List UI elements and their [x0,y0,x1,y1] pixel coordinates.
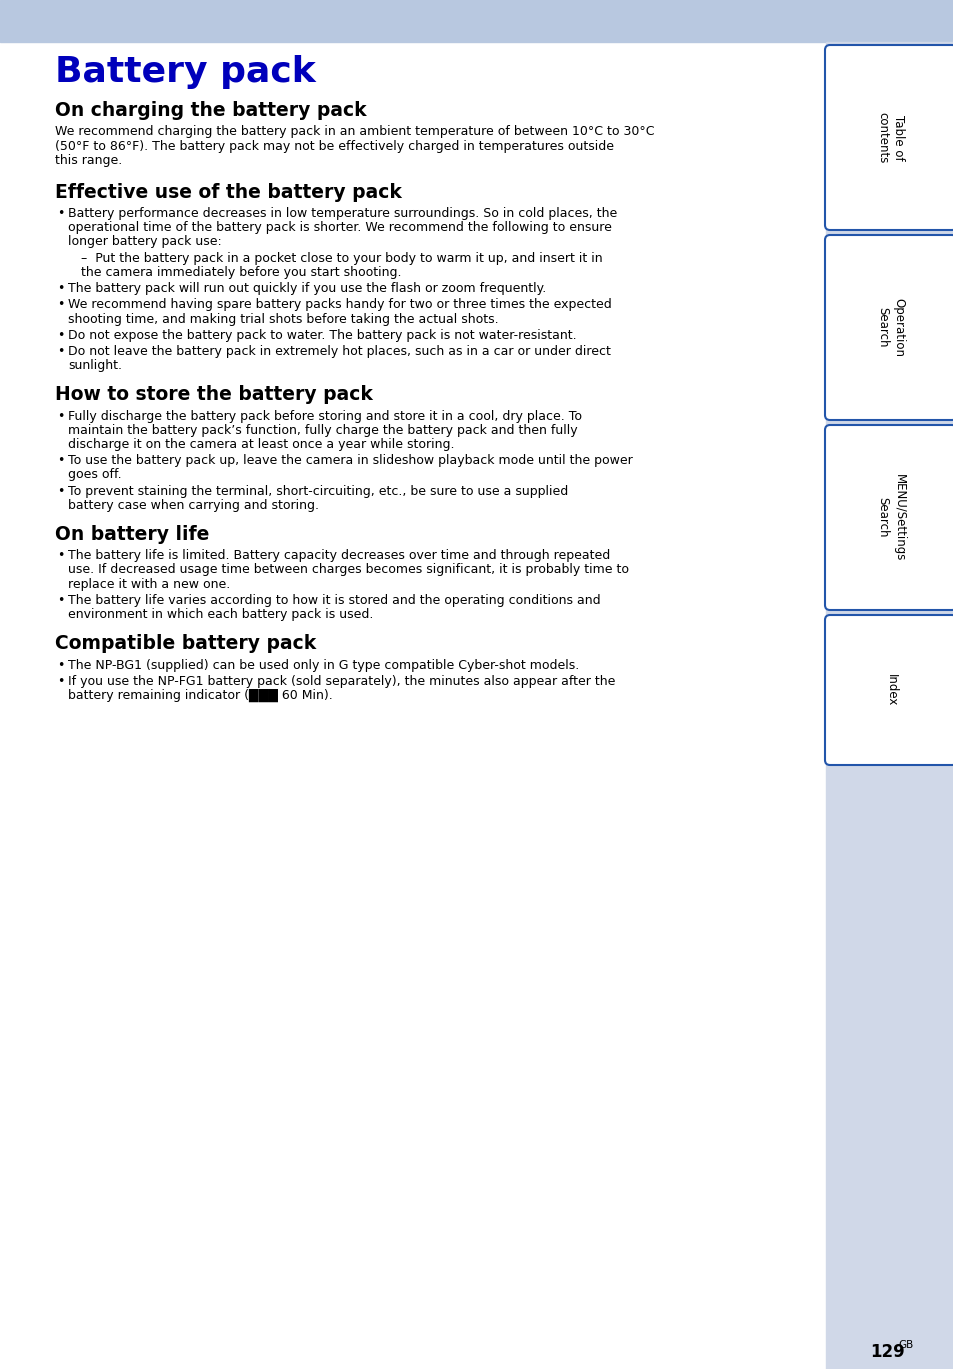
Text: •: • [57,298,64,311]
Text: •: • [57,409,64,423]
Text: longer battery pack use:: longer battery pack use: [68,235,221,249]
Text: replace it with a new one.: replace it with a new one. [68,578,230,590]
Text: (50°F to 86°F). The battery pack may not be effectively charged in temperatures : (50°F to 86°F). The battery pack may not… [55,140,614,153]
Text: •: • [57,455,64,467]
Text: battery remaining indicator (███ 60 Min).: battery remaining indicator (███ 60 Min)… [68,689,333,702]
Text: shooting time, and making trial shots before taking the actual shots.: shooting time, and making trial shots be… [68,312,498,326]
Text: Compatible battery pack: Compatible battery pack [55,634,315,653]
Text: Battery performance decreases in low temperature surroundings. So in cold places: Battery performance decreases in low tem… [68,207,617,220]
Text: How to store the battery pack: How to store the battery pack [55,385,373,404]
FancyBboxPatch shape [824,615,953,765]
Text: use. If decreased usage time between charges becomes significant, it is probably: use. If decreased usage time between cha… [68,564,628,576]
Text: Fully discharge the battery pack before storing and store it in a cool, dry plac: Fully discharge the battery pack before … [68,409,581,423]
Text: Operation
Search: Operation Search [876,298,904,357]
Text: goes off.: goes off. [68,468,121,482]
FancyBboxPatch shape [824,424,953,611]
Text: battery case when carrying and storing.: battery case when carrying and storing. [68,498,318,512]
Text: discharge it on the camera at least once a year while storing.: discharge it on the camera at least once… [68,438,454,450]
Text: The battery life is limited. Battery capacity decreases over time and through re: The battery life is limited. Battery cap… [68,549,610,563]
Text: •: • [57,594,64,606]
Text: If you use the NP-FG1 battery pack (sold separately), the minutes also appear af: If you use the NP-FG1 battery pack (sold… [68,675,615,687]
Text: maintain the battery pack’s function, fully charge the battery pack and then ful: maintain the battery pack’s function, fu… [68,424,577,437]
Text: We recommend having spare battery packs handy for two or three times the expecte: We recommend having spare battery packs … [68,298,611,311]
Bar [825,42,953,1369]
Text: The NP-BG1 (supplied) can be used only in G type compatible Cyber-shot models.: The NP-BG1 (supplied) can be used only i… [68,658,578,672]
Text: the camera immediately before you start shooting.: the camera immediately before you start … [81,266,401,279]
Text: •: • [57,549,64,563]
Text: •: • [57,282,64,296]
Text: Battery pack: Battery pack [55,55,315,89]
Text: The battery life varies according to how it is stored and the operating conditio: The battery life varies according to how… [68,594,600,606]
Text: MENU/Settings
Search: MENU/Settings Search [876,474,904,561]
FancyBboxPatch shape [824,45,953,230]
Text: Table of
contents: Table of contents [876,112,904,163]
Text: Do not expose the battery pack to water. The battery pack is not water-resistant: Do not expose the battery pack to water.… [68,329,576,342]
Text: •: • [57,329,64,342]
Text: On charging the battery pack: On charging the battery pack [55,101,366,120]
Text: •: • [57,345,64,357]
Text: To use the battery pack up, leave the camera in slideshow playback mode until th: To use the battery pack up, leave the ca… [68,455,632,467]
Text: To prevent staining the terminal, short-circuiting, etc., be sure to use a suppl: To prevent staining the terminal, short-… [68,485,568,497]
Bar [0,0,953,42]
Text: GB: GB [897,1340,912,1350]
Text: operational time of the battery pack is shorter. We recommend the following to e: operational time of the battery pack is … [68,222,611,234]
Text: Index: Index [883,674,897,706]
FancyBboxPatch shape [824,235,953,420]
Text: environment in which each battery pack is used.: environment in which each battery pack i… [68,608,373,622]
Text: –  Put the battery pack in a pocket close to your body to warm it up, and insert: – Put the battery pack in a pocket close… [81,252,602,264]
Text: Do not leave the battery pack in extremely hot places, such as in a car or under: Do not leave the battery pack in extreme… [68,345,610,357]
Text: •: • [57,658,64,672]
Text: Effective use of the battery pack: Effective use of the battery pack [55,183,401,201]
Text: On battery life: On battery life [55,524,209,543]
Text: •: • [57,675,64,687]
Text: The battery pack will run out quickly if you use the flash or zoom frequently.: The battery pack will run out quickly if… [68,282,546,296]
Text: this range.: this range. [55,155,122,167]
Text: •: • [57,207,64,220]
Text: sunlight.: sunlight. [68,359,122,372]
Text: We recommend charging the battery pack in an ambient temperature of between 10°C: We recommend charging the battery pack i… [55,126,654,138]
Text: 129: 129 [869,1343,903,1361]
Text: •: • [57,485,64,497]
